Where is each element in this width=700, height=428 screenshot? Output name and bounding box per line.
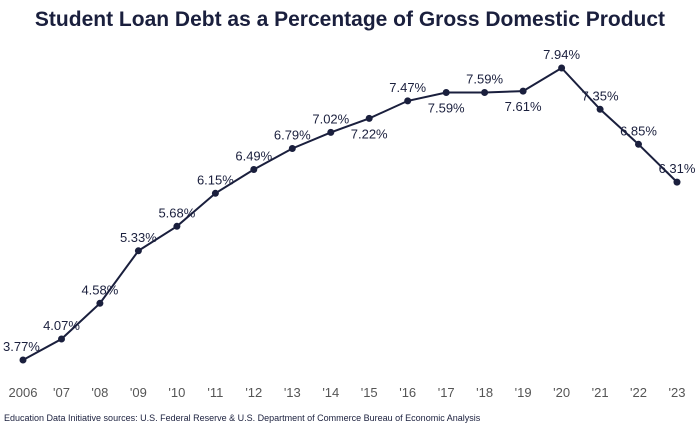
data-label-7: 6.79% [274, 128, 311, 143]
data-label-11: 7.59% [428, 101, 465, 116]
data-point-2 [96, 299, 104, 307]
data-point-12 [481, 89, 489, 96]
data-point-15 [596, 105, 604, 113]
data-point-5 [211, 189, 219, 197]
data-point-1 [58, 335, 65, 343]
data-labels-group: 3.77%4.07% 4.58% 5.33%5.68% 6.15%6.49%6.79%… [3, 47, 696, 354]
x-tick-label-9: '15 [361, 385, 378, 400]
data-point-9 [365, 114, 373, 122]
data-label-17: 6.31% [659, 161, 696, 176]
x-tick-label-12: '18 [476, 385, 493, 400]
data-point-8 [327, 128, 335, 136]
x-tick-label-14: '20 [553, 385, 570, 400]
x-tick-label-3: '09 [130, 385, 147, 400]
x-tick-label-4: '10 [168, 385, 185, 400]
chart-title: Student Loan Debt as a Percentage of Gro… [35, 8, 665, 31]
series-line [22, 66, 678, 361]
x-tick-label-17: '23 [669, 385, 686, 400]
x-tick-label-10: '16 [399, 385, 416, 400]
x-tick-label-13: '19 [515, 385, 532, 400]
x-tick-label-7: '13 [284, 385, 301, 400]
data-label-2: 4.58% [81, 282, 118, 297]
data-point-6 [250, 166, 258, 173]
series-line-group [22, 66, 678, 361]
data-point-16 [635, 140, 642, 148]
x-tick-label-15: '21 [592, 385, 609, 400]
data-label-6: 6.49% [235, 149, 272, 164]
data-point-0 [19, 356, 27, 364]
data-points-group [19, 64, 681, 364]
x-tick-label-2: '08 [91, 385, 108, 400]
x-axis-ticks: 2006 '07 '08 '09 '10 '11 '12 '13 '14 '15 '16 '17 '18… [9, 385, 686, 400]
data-point-14 [558, 64, 566, 72]
x-tick-label-0: 2006 [9, 385, 38, 400]
data-label-15: 7.35% [582, 88, 619, 103]
data-point-3 [134, 247, 142, 255]
data-point-7 [288, 145, 296, 152]
data-label-13: 7.61% [505, 99, 542, 114]
data-label-9: 7.22% [351, 126, 388, 141]
data-point-11 [442, 89, 450, 96]
data-label-0: 3.77% [3, 339, 40, 354]
x-tick-label-11: '17 [438, 385, 455, 400]
x-tick-label-16: '22 [630, 385, 647, 400]
data-point-4 [173, 222, 181, 230]
data-label-1: 4.07% [43, 318, 80, 333]
data-label-12: 7.59% [466, 72, 503, 87]
data-label-10: 7.47% [389, 80, 426, 95]
data-label-14: 7.94% [543, 47, 580, 62]
data-point-10 [404, 97, 412, 105]
source-note: Education Data Initiative sources: U.S. … [4, 413, 481, 423]
x-tick-label-1: '07 [53, 385, 70, 400]
data-point-17 [673, 178, 681, 186]
data-point-13 [519, 87, 527, 95]
data-label-8: 7.02% [312, 111, 349, 126]
data-label-3: 5.33% [120, 230, 157, 245]
data-label-5: 6.15% [197, 172, 234, 187]
x-tick-label-5: '11 [207, 385, 223, 400]
data-label-4: 5.68% [158, 205, 195, 220]
x-tick-label-6: '12 [245, 385, 262, 400]
data-label-16: 6.85% [620, 123, 657, 138]
x-tick-label-8: '14 [322, 385, 339, 400]
